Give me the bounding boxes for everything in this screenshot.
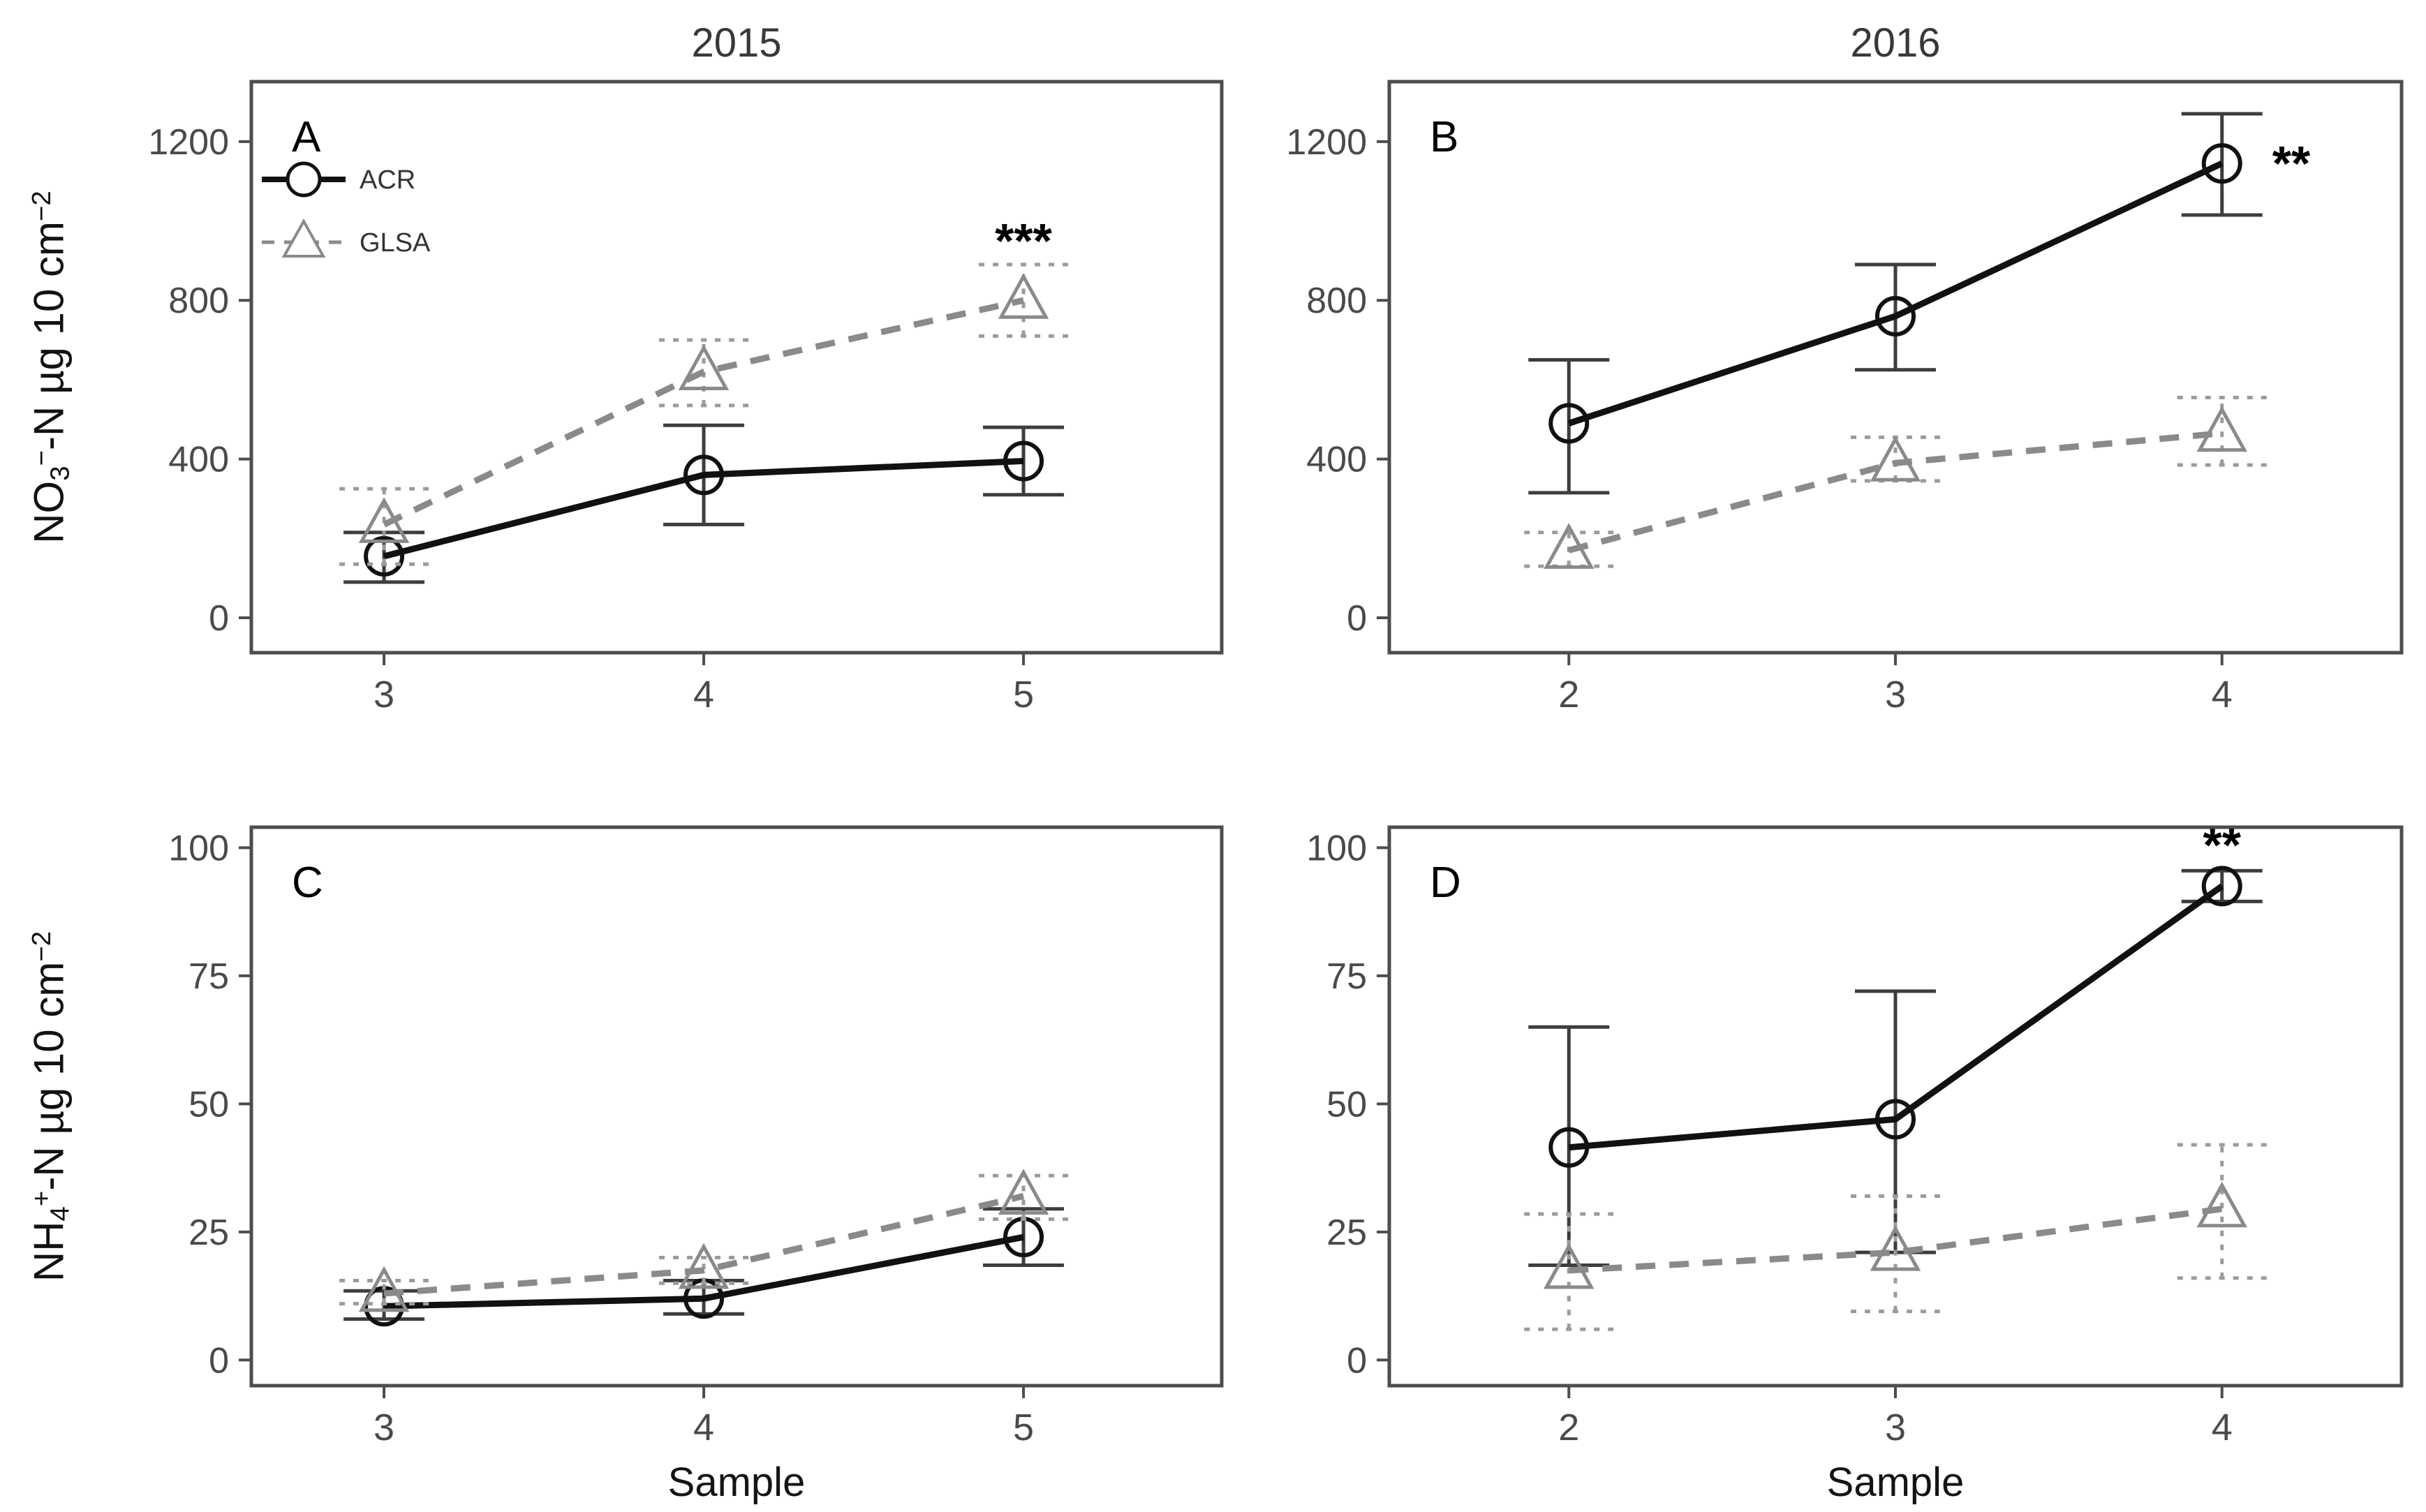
glsa-point-marker — [2196, 1181, 2247, 1228]
acr-line — [1568, 883, 2224, 1151]
y-tick-label: 50 — [188, 1084, 229, 1125]
significance-annotation: *** — [995, 214, 1052, 268]
acr-point-marker — [2201, 143, 2242, 184]
glsa-point-marker — [1544, 523, 1595, 569]
acr-point-marker — [364, 535, 405, 577]
panel-border-C — [249, 825, 1224, 1388]
y-tick-label: 800 — [168, 281, 229, 321]
x-tick-label: 4 — [693, 1407, 714, 1448]
y-title-nh4-sub: 4 — [45, 1206, 75, 1222]
y-tick-label: 25 — [1326, 1213, 1367, 1253]
glsa-line — [1568, 430, 2223, 554]
glsa-point-marker — [998, 273, 1049, 319]
panel-label-C: C — [292, 859, 323, 907]
acr-point-marker — [683, 454, 725, 496]
y-title-no3-exp: −2 — [27, 191, 57, 222]
x-tick-label: 2 — [1558, 1407, 1579, 1448]
y-tick-label: 400 — [1306, 440, 1367, 480]
y-tick-label: 0 — [1347, 598, 1367, 639]
glsa-line — [383, 297, 1025, 528]
column-title-2016: 2016 — [1850, 20, 1941, 66]
glsa-line — [1569, 1206, 2223, 1274]
y-tick-label: 400 — [168, 440, 229, 480]
x-tick-label: 3 — [373, 1407, 394, 1448]
x-tick-label: 3 — [1885, 674, 1906, 716]
y-tick-label: 50 — [1326, 1084, 1367, 1125]
y-title-nh4-charge: + — [27, 1190, 57, 1207]
glsa-point-marker — [1544, 1243, 1595, 1289]
panel-label-D: D — [1430, 859, 1461, 907]
legend-glsa-marker — [281, 218, 326, 258]
y-title-no3-base: NO — [25, 480, 73, 544]
x-tick-label: 5 — [1013, 674, 1034, 716]
y-title-nh4-base: NH — [25, 1221, 73, 1282]
glsa-point-marker — [2196, 406, 2247, 452]
y-title-nh4-units: -N µg 10 cm — [25, 961, 73, 1191]
y-title-nh4-exp: −2 — [27, 931, 57, 962]
panel-label-A: A — [292, 113, 321, 161]
glsa-point-marker — [678, 1243, 730, 1289]
x-axis-title-right: Sample — [1826, 1460, 1965, 1505]
acr-point-marker — [1548, 1127, 1590, 1168]
y-tick-label: 75 — [188, 956, 229, 997]
x-tick-label: 4 — [2212, 674, 2233, 716]
y-tick-label: 1200 — [148, 122, 229, 163]
legend-label-acr: ACR — [360, 165, 415, 195]
y-tick-label: 100 — [1306, 828, 1367, 868]
y-tick-label: 1200 — [1286, 122, 1367, 163]
panel-border-A — [249, 80, 1224, 655]
y-tick-label: 0 — [1347, 1340, 1367, 1381]
y-axis-title-nh4: NH4+-N µg 10 cm−2 — [25, 931, 76, 1282]
x-tick-label: 2 — [1558, 674, 1579, 716]
acr-point-marker — [1548, 403, 1590, 444]
x-tick-label: 3 — [1885, 1407, 1906, 1448]
y-title-no3-charge: − — [27, 450, 57, 466]
acr-point-marker — [1003, 440, 1044, 482]
y-tick-label: 0 — [209, 1340, 229, 1381]
x-tick-label: 4 — [693, 674, 714, 716]
y-title-no3-sub: 3 — [45, 466, 75, 481]
y-tick-label: 800 — [1306, 281, 1367, 321]
y-tick-label: 0 — [209, 598, 229, 639]
column-title-2015: 2015 — [691, 20, 782, 66]
x-axis-title-left: Sample — [667, 1460, 806, 1505]
acr-point-marker — [2201, 866, 2242, 907]
glsa-point-marker — [678, 344, 730, 391]
acr-line — [383, 457, 1024, 560]
glsa-point-marker — [998, 1169, 1049, 1215]
x-tick-label: 3 — [373, 674, 394, 716]
acr-line — [1567, 161, 2224, 427]
x-tick-label: 5 — [1013, 1407, 1034, 1448]
acr-point-marker — [1875, 1099, 1916, 1140]
panel-border-D — [1387, 825, 2404, 1388]
y-tick-label: 100 — [168, 828, 229, 868]
y-axis-title-no3: NO3−-N µg 10 cm−2 — [25, 191, 76, 544]
y-title-no3-units: -N µg 10 cm — [25, 221, 73, 450]
acr-point-marker — [1875, 295, 1916, 336]
glsa-line — [383, 1193, 1025, 1297]
glsa-point-marker — [1870, 1224, 1921, 1271]
glsa-point-marker — [358, 1266, 410, 1312]
legend-label-glsa: GLSA — [360, 228, 431, 258]
y-tick-label: 25 — [188, 1213, 229, 1253]
glsa-point-marker — [358, 497, 410, 543]
significance-annotation: ** — [2272, 136, 2311, 191]
legend-acr-marker — [286, 161, 322, 198]
panel-label-B: B — [1430, 113, 1458, 161]
glsa-point-marker — [1870, 436, 1921, 482]
y-tick-label: 75 — [1326, 956, 1367, 997]
panel-border-B — [1387, 80, 2404, 655]
acr-line — [383, 1233, 1024, 1310]
x-tick-label: 4 — [2212, 1407, 2233, 1448]
